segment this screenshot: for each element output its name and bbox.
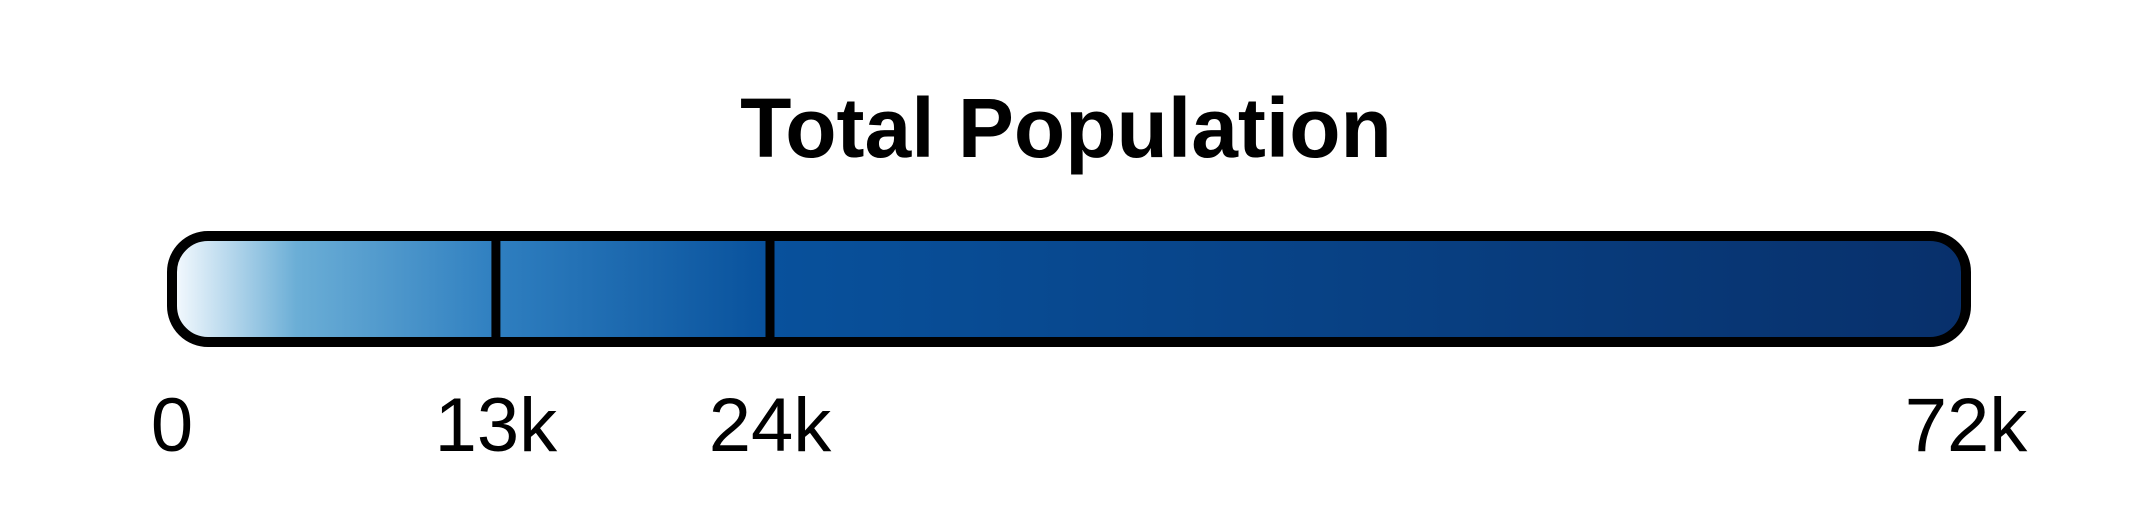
color-ramp [172,236,1966,342]
legend-bar-outline [167,231,1971,347]
tick-label-3: 72k [1905,383,2029,468]
legend-title: Total Population [740,81,1392,175]
tick-label-1: 13k [435,383,559,468]
tick-label-2: 24k [709,383,833,468]
tick-label-0: 0 [151,383,193,468]
